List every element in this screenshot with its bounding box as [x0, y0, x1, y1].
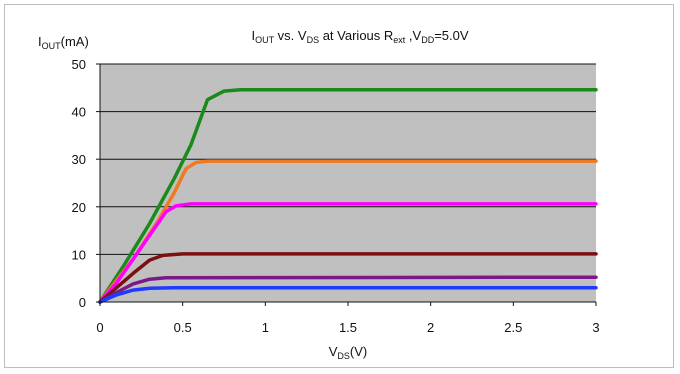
y-tick-label: 20	[72, 200, 86, 215]
axes	[96, 63, 597, 306]
series-line-3	[98, 202, 598, 304]
y-tick-label: 0	[79, 295, 86, 310]
series-line-1	[98, 87, 598, 304]
x-tick-label: 1	[262, 320, 269, 335]
x-tick-label: 2.5	[504, 320, 522, 335]
x-axis-label: VDS(V)	[329, 344, 368, 361]
x-tick-label: 2	[427, 320, 434, 335]
y-tick-label: 50	[72, 57, 86, 72]
series-line-5	[98, 275, 598, 304]
x-tick-labels: 0 0.5 1 1.5 2 2.5 3	[96, 320, 599, 335]
y-tick-label: 10	[72, 247, 86, 262]
y-tick-label: 30	[72, 152, 86, 167]
series-line-4	[98, 252, 598, 304]
x-tick-label: 1.5	[339, 320, 357, 335]
series-lines	[98, 87, 598, 304]
plot-area	[100, 64, 596, 302]
x-tick-label: 3	[592, 320, 599, 335]
y-tick-labels: 0 10 20 30 40 50	[72, 57, 86, 310]
series-line-6	[98, 285, 598, 304]
x-tick-label: 0.5	[174, 320, 192, 335]
chart-title: IOUT vs. VDS at Various Rext ,VDD=5.0V	[251, 28, 468, 45]
x-tick-label: 0	[96, 320, 103, 335]
y-tick-label: 40	[72, 105, 86, 120]
y-axis-label: IOUT(mA)	[38, 34, 89, 51]
